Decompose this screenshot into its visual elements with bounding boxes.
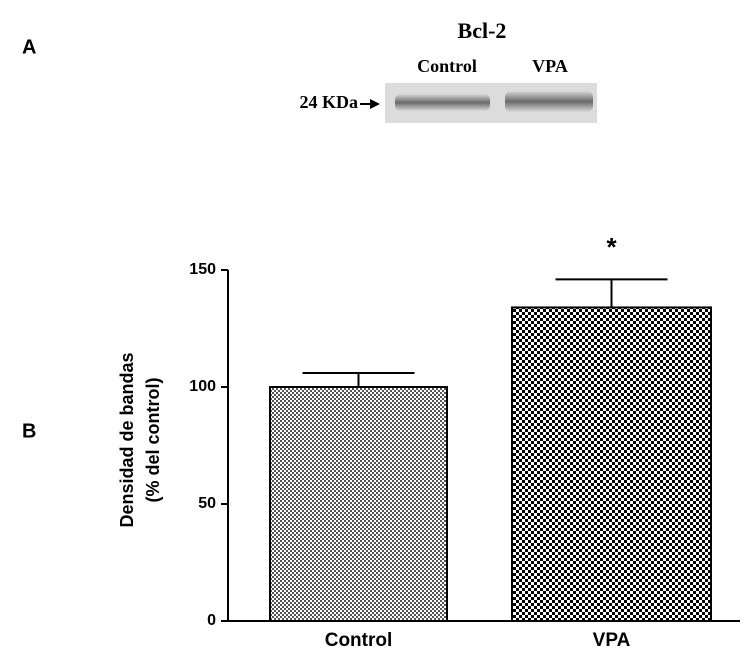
y-tick-label: 100 xyxy=(189,378,216,395)
bar xyxy=(270,387,447,621)
bar xyxy=(512,307,711,621)
y-tick-label: 0 xyxy=(207,612,216,629)
lane-label: Control xyxy=(417,56,477,76)
blot xyxy=(360,83,597,123)
y-axis-label: Densidad de bandas xyxy=(117,352,137,527)
x-tick-label: VPA xyxy=(593,630,631,651)
error-bar xyxy=(303,373,415,387)
x-tick-label: Control xyxy=(325,630,393,651)
lane-label: VPA xyxy=(532,56,568,76)
blot-title: Bcl-2 xyxy=(458,18,507,43)
y-axis-label: (% del control) xyxy=(143,377,163,502)
marker-label: 24 KDa xyxy=(300,92,359,112)
annotation: * xyxy=(606,232,617,262)
y-tick-label: 50 xyxy=(198,495,216,512)
error-bar xyxy=(556,279,668,307)
panel-label: A xyxy=(22,36,36,58)
y-tick-label: 150 xyxy=(189,261,216,278)
figure: A B Bcl-2 Control VPA 24 KDa Densidad de… xyxy=(0,0,747,652)
panel-label: B xyxy=(22,420,36,442)
